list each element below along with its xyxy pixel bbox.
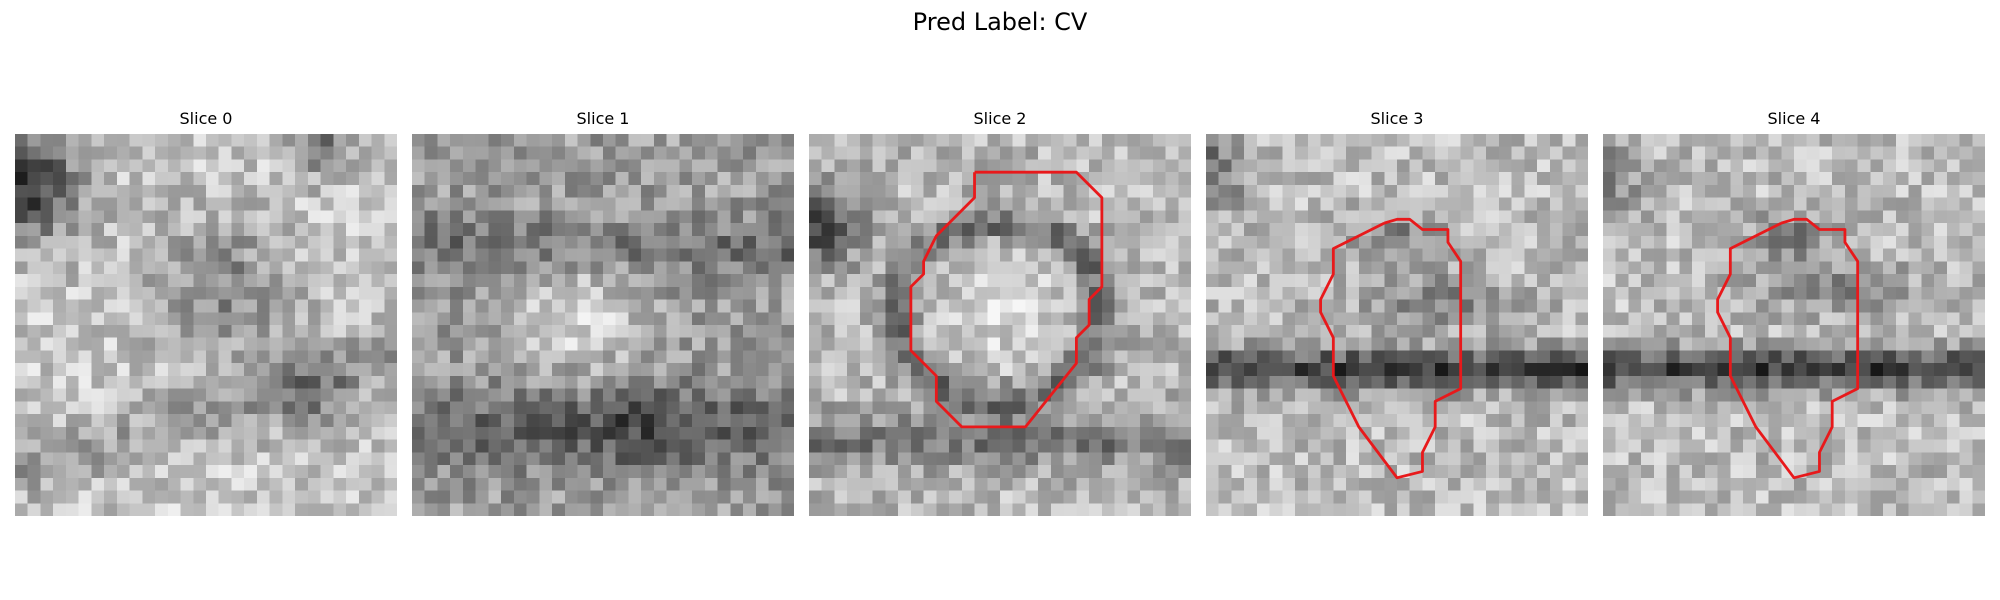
slice-panel-3: Slice 3: [1206, 109, 1588, 520]
slice-image: [412, 134, 794, 516]
slice-panel-0: Slice 0: [15, 109, 397, 520]
slice-image: [809, 134, 1191, 516]
segmentation-contour: [1716, 217, 1860, 480]
slice-pixels: [412, 134, 794, 516]
slice-pixels: [809, 134, 1191, 516]
slice-panel-4: Slice 4: [1603, 109, 1985, 520]
figure-title: Pred Label: CV: [912, 8, 1088, 36]
slice-panel-2: Slice 2: [809, 109, 1191, 520]
slice-pixels: [15, 134, 397, 516]
slice-pixels: [1206, 134, 1588, 516]
slice-title: Slice 3: [1370, 109, 1424, 128]
slice-title: Slice 4: [1767, 109, 1821, 128]
slice-image: [1603, 134, 1985, 516]
segmentation-contour: [909, 170, 1104, 429]
slice-image: [15, 134, 397, 516]
slice-title: Slice 0: [179, 109, 233, 128]
slice-pixels: [1603, 134, 1985, 516]
slice-panel-1: Slice 1: [412, 109, 794, 520]
slice-title: Slice 1: [576, 109, 630, 128]
segmentation-contour: [1319, 217, 1463, 480]
slice-image: [1206, 134, 1588, 516]
slice-title: Slice 2: [973, 109, 1027, 128]
